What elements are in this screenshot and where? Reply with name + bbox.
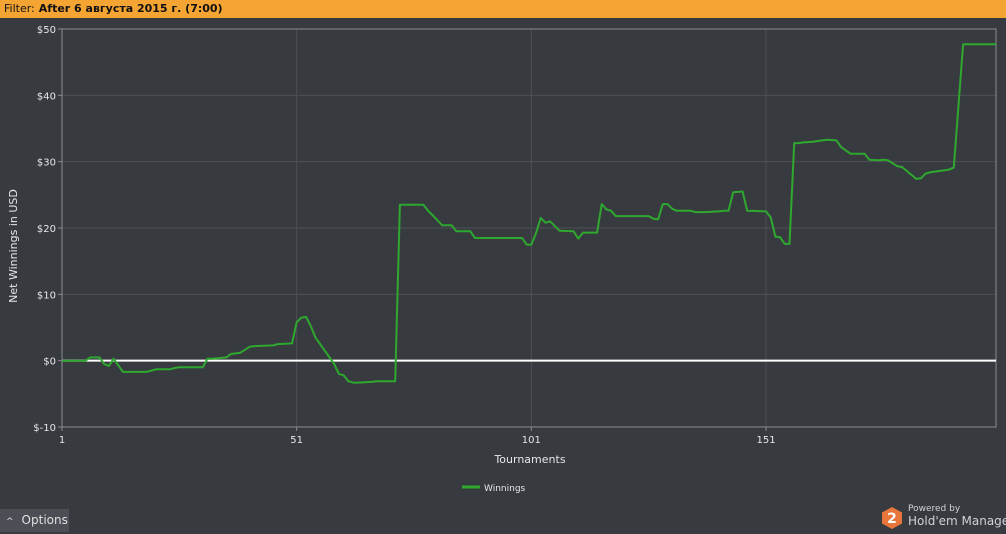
- y-tick-label: $40: [37, 91, 56, 102]
- brand-name: Hold'em Manager: [908, 514, 1006, 528]
- plot-frame: [61, 28, 997, 428]
- y-axis-title: Net Winnings in USD: [7, 189, 20, 303]
- legend: Winnings: [462, 484, 526, 494]
- y-tick-label: $30: [37, 158, 56, 169]
- x-tick-labels: 1 51 101 151: [59, 435, 776, 446]
- holdem-manager-logo-icon: 2: [882, 507, 902, 529]
- x-tick-label: 151: [756, 435, 775, 446]
- powered-by-text: Powered by: [908, 504, 961, 514]
- options-label: Options: [21, 513, 68, 527]
- filter-value: After 6 августа 2015 г. (7:00): [38, 2, 223, 15]
- x-tick-label: 1: [59, 435, 65, 446]
- y-tick-label: $50: [37, 25, 56, 36]
- filter-bar[interactable]: Filter: After 6 августа 2015 г. (7:00): [0, 0, 1006, 18]
- chevron-up-icon: ^: [6, 517, 14, 527]
- y-tick-label: $0: [43, 357, 56, 368]
- options-button[interactable]: ^ Options: [0, 509, 69, 532]
- x-tick-label: 51: [290, 435, 303, 446]
- x-tick-label: 101: [522, 435, 541, 446]
- y-tick-label: $-10: [33, 423, 56, 434]
- y-tick-label: $20: [37, 224, 56, 235]
- y-tick-label: $10: [37, 290, 56, 301]
- legend-label: Winnings: [484, 484, 526, 494]
- x-axis-title: Tournaments: [493, 453, 565, 466]
- series-line-winnings: [62, 43, 996, 384]
- grid-lines: [58, 28, 996, 431]
- branding: 2 Powered by Hold'em Manager: [880, 503, 1006, 532]
- series-group: [62, 43, 996, 384]
- logo-digit: 2: [887, 511, 897, 527]
- y-tick-labels: $-10 $0 $10 $20 $30 $40 $50: [33, 25, 56, 434]
- filter-label: Filter:: [4, 2, 35, 15]
- winnings-chart: $-10$0$10$20$30$40$50 1 51 101 151 Tourname…: [7, 25, 997, 494]
